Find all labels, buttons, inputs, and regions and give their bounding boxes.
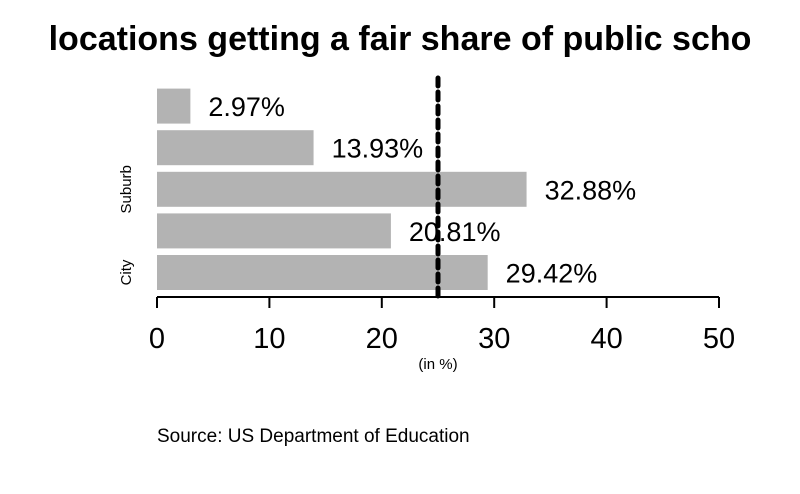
chart-title: locations getting a fair share of public…: [48, 20, 752, 58]
bars-group: 29.42%20.81% 32.88% 13.93% 2.97%: [157, 88, 637, 290]
category-label: City: [118, 259, 135, 285]
bar: [157, 88, 191, 124]
x-tick-label: 0: [149, 323, 165, 355]
category-label: Suburb: [118, 165, 135, 213]
bar-value-label: 13.93%: [332, 134, 424, 164]
x-tick-label: 10: [253, 323, 285, 355]
x-axis-title: (in %): [418, 356, 457, 373]
bar: [157, 171, 527, 207]
x-tick-label: 50: [703, 323, 735, 355]
y-axis-labels: City Suburb: [118, 165, 135, 285]
bar-value-label: 32.88%: [545, 175, 637, 205]
source-note: Source: US Department of Education: [157, 426, 470, 447]
x-tick-label: 20: [366, 323, 398, 355]
x-axis: 0 10 20 30 40 50: [149, 296, 735, 355]
bar: [157, 130, 314, 166]
bar: [157, 213, 391, 249]
bar: [157, 255, 488, 290]
x-tick-label: 40: [590, 323, 622, 355]
bar-value-label: 2.97%: [208, 92, 285, 122]
bar-value-label: 29.42%: [506, 259, 598, 289]
bar-value-label: 20.81%: [409, 217, 501, 247]
x-tick-label: 30: [478, 323, 510, 355]
